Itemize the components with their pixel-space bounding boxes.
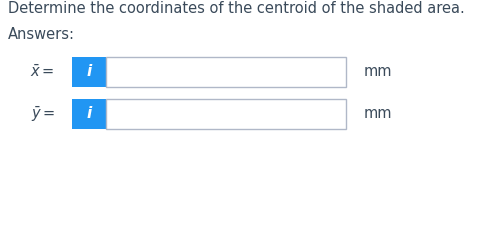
Text: $\bar{x}=$: $\bar{x}=$: [30, 64, 55, 80]
Text: Answers:: Answers:: [8, 27, 75, 42]
Bar: [72, 57, 106, 87]
Bar: [106, 57, 346, 87]
Bar: [72, 99, 106, 129]
Text: mm: mm: [364, 65, 392, 80]
Text: i: i: [86, 106, 92, 121]
Text: mm: mm: [364, 106, 392, 121]
Bar: [106, 99, 346, 129]
Text: $\bar{y}=$: $\bar{y}=$: [30, 104, 55, 124]
Text: Determine the coordinates of the centroid of the shaded area.: Determine the coordinates of the centroi…: [8, 1, 465, 16]
Text: i: i: [86, 65, 92, 80]
